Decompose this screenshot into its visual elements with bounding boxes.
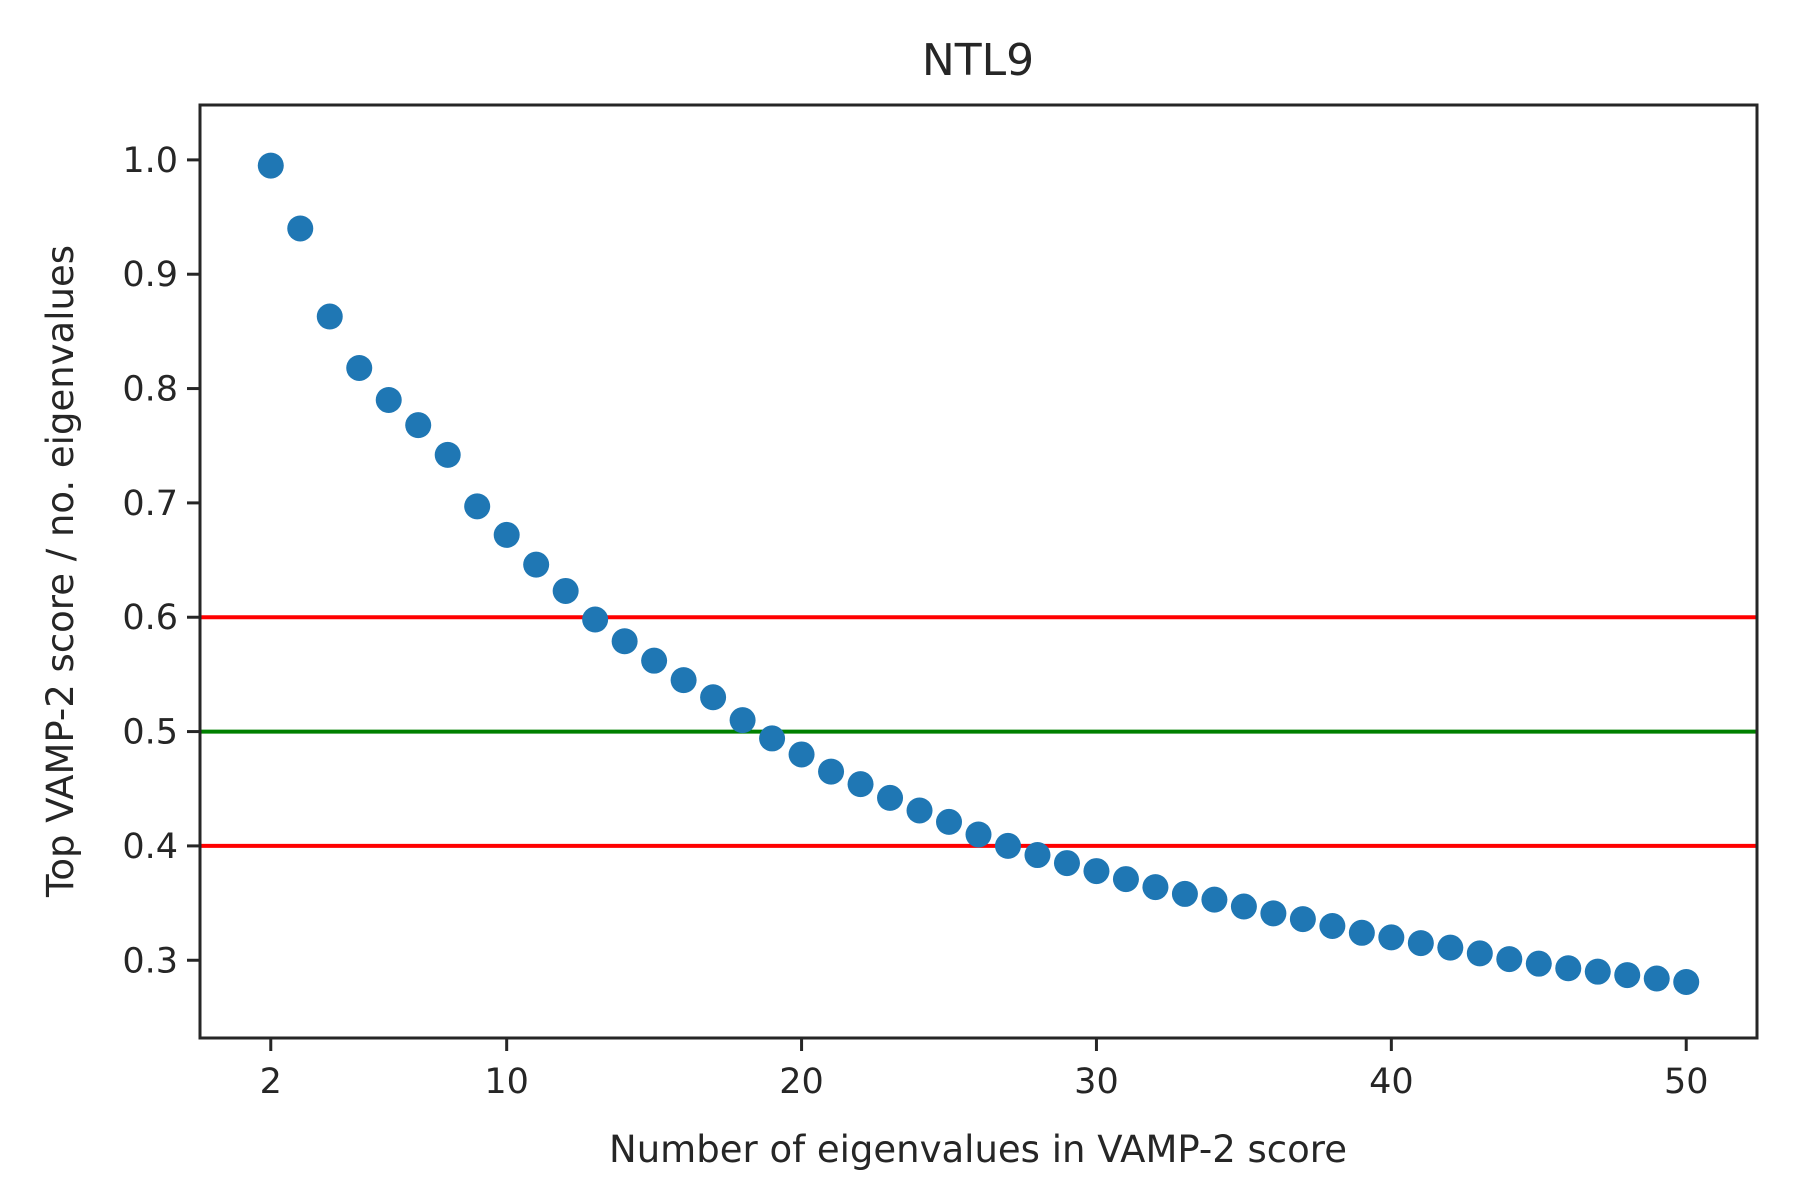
plot-area-frame bbox=[198, 103, 1759, 1040]
y-tick-label: 0.5 bbox=[122, 713, 178, 753]
y-tick-label: 0.6 bbox=[122, 598, 178, 638]
data-point bbox=[1112, 866, 1139, 893]
data-point bbox=[346, 354, 373, 381]
data-point bbox=[1053, 850, 1080, 877]
data-point bbox=[611, 628, 638, 655]
data-point bbox=[1673, 968, 1700, 995]
data-point bbox=[1319, 912, 1346, 939]
data-point bbox=[1083, 858, 1110, 885]
data-point bbox=[818, 758, 845, 785]
data-point bbox=[729, 707, 756, 734]
y-axis-label: Top VAMP-2 score / no. eigenvalues bbox=[39, 245, 82, 898]
data-point bbox=[936, 808, 963, 835]
y-tick-label: 0.3 bbox=[122, 941, 178, 981]
data-point bbox=[1171, 880, 1198, 907]
data-point bbox=[1142, 874, 1169, 901]
data-point bbox=[1614, 962, 1641, 989]
data-point bbox=[552, 577, 579, 604]
data-point bbox=[847, 771, 874, 798]
data-point bbox=[464, 493, 491, 520]
data-point bbox=[523, 551, 550, 578]
data-point bbox=[788, 741, 815, 768]
data-point bbox=[670, 667, 697, 694]
y-tick-label: 1.0 bbox=[122, 141, 178, 181]
data-point bbox=[582, 606, 609, 633]
data-point bbox=[1525, 950, 1552, 977]
data-point bbox=[1496, 946, 1523, 973]
data-point bbox=[316, 303, 343, 330]
x-tick-label: 20 bbox=[779, 1062, 824, 1102]
x-tick-label: 30 bbox=[1074, 1062, 1119, 1102]
data-point bbox=[1407, 930, 1434, 957]
data-point bbox=[965, 821, 992, 848]
data-point bbox=[287, 215, 314, 242]
data-point bbox=[700, 684, 727, 711]
data-point bbox=[405, 412, 432, 439]
data-point bbox=[1378, 924, 1405, 951]
data-point bbox=[1437, 934, 1464, 961]
data-point bbox=[1260, 900, 1287, 927]
x-tick-label: 10 bbox=[484, 1062, 529, 1102]
data-point bbox=[257, 152, 284, 179]
y-tick-label: 0.4 bbox=[122, 827, 178, 867]
data-point bbox=[1555, 955, 1582, 982]
data-point bbox=[1466, 940, 1493, 967]
x-tick-label: 40 bbox=[1369, 1062, 1414, 1102]
y-tick-label: 0.8 bbox=[122, 370, 178, 410]
data-point bbox=[759, 725, 786, 752]
reference-lines bbox=[200, 615, 1757, 848]
data-point bbox=[1230, 893, 1257, 920]
x-axis-label: Number of eigenvalues in VAMP-2 score bbox=[609, 1128, 1347, 1171]
data-point bbox=[906, 797, 933, 824]
data-point bbox=[434, 441, 461, 468]
data-points bbox=[257, 152, 1700, 995]
data-point bbox=[1348, 919, 1375, 946]
data-point bbox=[1289, 906, 1316, 933]
data-point bbox=[877, 784, 904, 811]
y-axis-ticks: 0.3 0.4 0.5 0.6 0.7 0.8 0.9 1.0 bbox=[122, 141, 200, 981]
data-point bbox=[1643, 965, 1670, 992]
x-tick-label: 2 bbox=[260, 1062, 282, 1102]
data-point bbox=[1024, 842, 1051, 869]
x-axis-ticks: 2 10 20 30 40 50 bbox=[260, 1038, 1709, 1102]
data-point bbox=[375, 386, 402, 413]
data-point bbox=[1584, 958, 1611, 985]
data-point bbox=[1201, 886, 1228, 913]
data-point bbox=[641, 647, 668, 674]
data-point bbox=[994, 832, 1021, 859]
data-point bbox=[493, 521, 520, 548]
y-tick-label: 0.9 bbox=[122, 255, 178, 295]
x-tick-label: 50 bbox=[1664, 1062, 1709, 1102]
chart-title: NTL9 bbox=[922, 35, 1034, 86]
y-tick-label: 0.7 bbox=[122, 484, 178, 524]
